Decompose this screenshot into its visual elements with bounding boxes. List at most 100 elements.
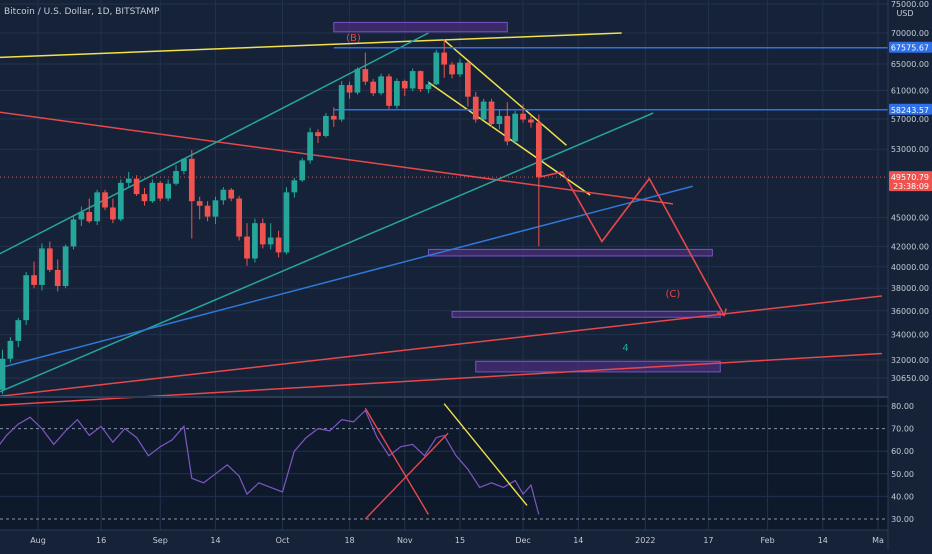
candle-body <box>267 237 274 245</box>
price-tick-label: 38000.00 <box>891 284 929 293</box>
candle-body <box>157 182 164 199</box>
time-tick-label: 14 <box>573 536 583 545</box>
trend-line-teal-lower <box>0 112 654 393</box>
candle-body <box>165 183 171 199</box>
price-tick-label: 70000.00 <box>891 29 929 38</box>
candle-body <box>196 201 203 206</box>
candle-body <box>362 69 369 82</box>
candle-body <box>480 101 487 120</box>
zone-top <box>333 21 508 33</box>
candlestick-series <box>0 39 542 394</box>
price-label-text: 67575.67 <box>891 44 929 53</box>
candle-body <box>110 207 116 220</box>
candle-body <box>457 62 463 75</box>
rsi-axis[interactable]: 80.00 70.00 60.00 50.00 40.00 30.00 <box>891 402 914 524</box>
rsi-tick-label: 40.00 <box>891 492 914 501</box>
price-label-text: 49570.79 <box>891 173 929 182</box>
candle-body <box>307 132 313 161</box>
candle-body <box>417 71 424 90</box>
candle-body <box>62 246 69 287</box>
wave-label: 4 <box>622 343 628 354</box>
price-tick-label: 40000.00 <box>891 263 929 272</box>
candle-body <box>94 192 101 222</box>
candle-body <box>283 192 290 253</box>
candle-body <box>149 182 156 202</box>
candle-body <box>512 113 519 142</box>
time-axis[interactable]: Aug 16 Sep 14 Oct 18 Nov 15 Dec 14 2022 17 Feb 14 Ma <box>30 536 884 545</box>
currency-label[interactable]: USD <box>896 9 913 18</box>
price-label-box <box>889 103 932 115</box>
trend-line-red-downtrend <box>0 111 674 205</box>
candle-body <box>433 52 440 85</box>
price-label-box <box>889 171 932 192</box>
time-tick-label: 14 <box>818 536 828 545</box>
time-tick-label: 14 <box>210 536 220 545</box>
candle-body <box>173 171 179 184</box>
candle-body <box>338 85 345 120</box>
candle-body <box>15 320 22 341</box>
price-tick-label: 61000.00 <box>891 86 929 95</box>
candle-body <box>354 69 361 93</box>
candle-body <box>528 119 534 123</box>
rsi-indicator <box>0 403 540 520</box>
rsi-pane-background <box>0 398 888 530</box>
candle-body <box>204 205 211 217</box>
price-label-text: 58243.57 <box>891 106 929 115</box>
candle-body <box>275 237 282 253</box>
price-tick-label: 36000.00 <box>891 307 929 316</box>
price-axis[interactable]: 75000.00 70000.00 65000.00 61000.00 57000.00… <box>891 0 929 383</box>
candle-body <box>520 113 526 120</box>
wave-label: (C) <box>666 289 681 300</box>
candle-body <box>465 62 471 97</box>
candle-body <box>315 132 321 137</box>
price-tick-label: 53000.00 <box>891 145 929 154</box>
candle-body <box>78 212 85 220</box>
candle-body <box>31 275 37 285</box>
candle-body <box>291 180 298 193</box>
trend-line-yellow-top <box>0 32 622 59</box>
time-tick-label: Nov <box>397 536 413 545</box>
candle-body <box>86 212 93 222</box>
projection-arrowhead <box>716 308 727 317</box>
candle-body <box>323 115 329 137</box>
wave-annotations: (B) (C) 4 <box>346 33 680 354</box>
price-label-box <box>889 41 932 53</box>
price-tick-label: 32000.00 <box>891 356 929 365</box>
rsi-trend-line <box>364 407 430 515</box>
symbol-title[interactable]: Bitcoin / U.S. Dollar, 1D, BITSTAMP <box>4 7 160 17</box>
zone-31k <box>475 360 721 373</box>
candle-body <box>472 96 479 120</box>
price-tick-label: 65000.00 <box>891 60 929 69</box>
zone-41k <box>427 248 713 257</box>
rsi-tick-label: 60.00 <box>891 447 914 456</box>
price-tick-label: 45000.00 <box>891 214 929 223</box>
candle-body <box>70 219 77 247</box>
wave-label: (B) <box>346 33 361 44</box>
candle-body <box>212 200 219 217</box>
trend-line-yellow-channel-upper <box>443 39 567 146</box>
price-tick-label: 57000.00 <box>891 115 929 124</box>
fib-zones <box>333 21 721 373</box>
trend-line-blue-trend <box>0 185 693 369</box>
candle-body <box>133 178 140 195</box>
candle-body <box>401 81 408 89</box>
time-tick-label: Dec <box>515 536 530 545</box>
candle-body <box>346 85 353 93</box>
candle-body <box>330 115 337 120</box>
zone-35k <box>451 310 721 318</box>
rsi-line <box>0 409 540 515</box>
candle-body <box>102 192 108 208</box>
candle-body <box>46 248 53 270</box>
candle-body <box>386 76 392 106</box>
candle-body <box>394 81 400 106</box>
time-tick-label: 16 <box>96 536 106 545</box>
rsi-trend-line <box>364 432 449 520</box>
rsi-tick-label: 70.00 <box>891 425 914 434</box>
candle-body <box>299 160 306 181</box>
candle-body <box>220 189 227 201</box>
rsi-tick-label: 30.00 <box>891 515 914 524</box>
candle-body <box>425 84 432 90</box>
